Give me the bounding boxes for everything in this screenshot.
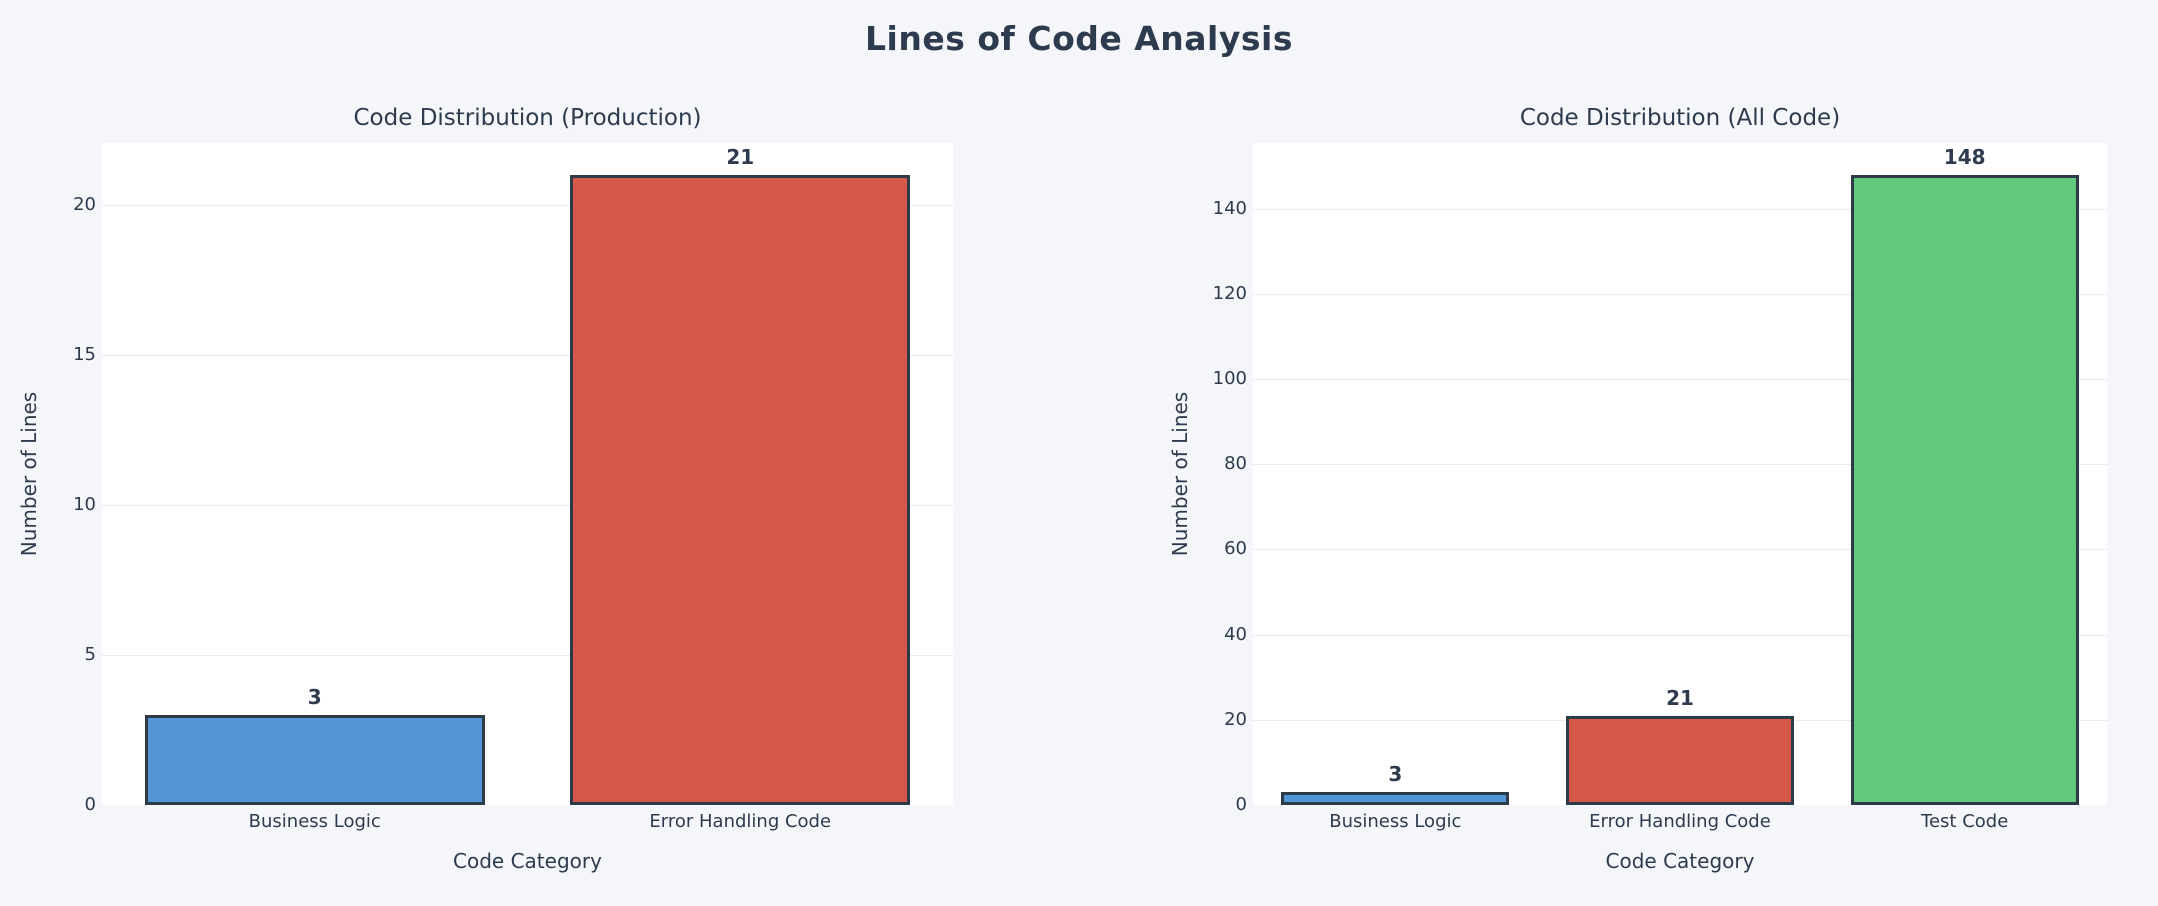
chart-production: 3 21 Code Distribution (Production) Numbe… — [17, 105, 953, 873]
y-tick-label: 40 — [1224, 623, 1247, 645]
main-title: Lines of Code Analysis — [865, 19, 1293, 58]
y-tick-label: 60 — [1224, 538, 1247, 560]
chart-title: Code Distribution (All Code) — [1519, 105, 1841, 131]
y-tick-label: 5 — [84, 643, 96, 665]
gridline — [1253, 634, 2107, 636]
x-tick-label: Test Code — [1921, 811, 2009, 832]
y-tick-label: 10 — [73, 493, 96, 515]
bar-business-logic — [1281, 792, 1510, 805]
plot-area: 3 21 — [102, 143, 953, 805]
x-tick-label: Business Logic — [1329, 811, 1462, 832]
chart-all-code: 3 21 148 Code Distribution (All Code) Numb… — [1168, 105, 2107, 873]
gridline — [1253, 549, 2107, 551]
gridline — [1253, 208, 2107, 210]
gridline — [102, 654, 953, 656]
y-tick-label: 15 — [73, 343, 96, 365]
gridline — [1253, 464, 2107, 466]
gridline — [102, 354, 953, 356]
y-axis-label: Number of Lines — [17, 391, 41, 557]
y-tick-label: 0 — [1235, 794, 1247, 815]
bar-error-handling-code — [570, 174, 911, 805]
bar-value-label: 3 — [307, 684, 322, 709]
bar-business-logic — [144, 714, 485, 805]
bar-value-label: 21 — [726, 144, 755, 169]
gridline — [102, 504, 953, 506]
y-tick-label: 20 — [1224, 708, 1247, 730]
bar-value-label: 21 — [1666, 685, 1694, 710]
x-tick-label: Error Handling Code — [1589, 811, 1771, 832]
bar-error-handling-code — [1566, 715, 1794, 805]
y-tick-label: 120 — [1212, 282, 1247, 304]
bar-test-code — [1850, 174, 2079, 805]
x-axis-label: Code Category — [453, 849, 602, 873]
y-tick-label: 140 — [1212, 197, 1247, 219]
x-tick-label: Business Logic — [248, 811, 381, 832]
chart-title: Code Distribution (Production) — [353, 105, 702, 131]
bar-value-label: 3 — [1388, 762, 1403, 787]
y-tick-label: 80 — [1224, 453, 1247, 475]
y-tick-label: 100 — [1212, 368, 1247, 389]
x-axis-label: Code Category — [1605, 849, 1755, 873]
x-tick-label: Error Handling Code — [649, 811, 832, 832]
plot-area: 3 21 148 — [1253, 143, 2107, 805]
bar-value-label: 148 — [1943, 144, 1986, 169]
gridline — [1253, 293, 2107, 295]
gridline — [1253, 379, 2107, 380]
gridline — [102, 204, 953, 206]
y-tick-label: 20 — [73, 193, 96, 215]
y-tick-label: 0 — [84, 794, 96, 815]
